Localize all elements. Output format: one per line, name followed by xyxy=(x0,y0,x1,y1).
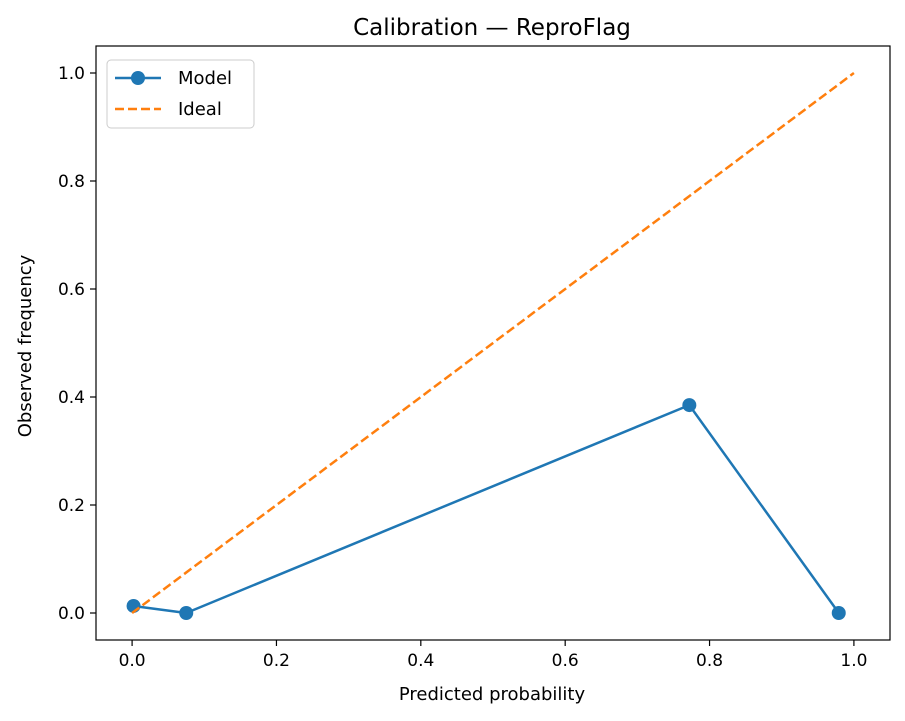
y-tick-label: 0.6 xyxy=(58,280,85,300)
x-axis-label: Predicted probability xyxy=(399,684,586,705)
y-tick-label: 0.0 xyxy=(58,604,85,624)
x-tick-label: 0.0 xyxy=(119,651,146,671)
series-ideal-line xyxy=(131,71,855,615)
x-tick-label: 0.2 xyxy=(263,651,290,671)
series-model-point xyxy=(831,606,846,620)
axes-frame xyxy=(95,45,891,641)
x-tick-label: 0.8 xyxy=(696,651,723,671)
legend-model-marker xyxy=(131,71,145,85)
chart-title: Calibration — ReproFlag xyxy=(353,15,631,41)
legend: Model Ideal xyxy=(106,59,255,129)
series-model-line xyxy=(133,403,840,615)
plot-area: 0.0 0.2 0.4 0.6 0.8 1.0 0.0 0.2 0.4 0.6 0.8 1.0 xyxy=(58,45,891,671)
y-tick-label: 0.2 xyxy=(58,496,85,516)
x-tick-label: 0.4 xyxy=(407,651,434,671)
x-tick-label: 0.6 xyxy=(552,651,579,671)
y-tick-label: 0.8 xyxy=(58,172,85,192)
series-model-point xyxy=(179,606,194,620)
x-tick-label: 1.0 xyxy=(840,651,867,671)
legend-ideal-label: Ideal xyxy=(178,99,222,120)
y-axis-label: Observed frequency xyxy=(15,254,36,437)
legend-model-label: Model xyxy=(178,68,232,89)
y-tick-label: 1.0 xyxy=(58,64,85,84)
y-tick-label: 0.4 xyxy=(58,388,85,408)
series-model-point xyxy=(682,398,697,413)
